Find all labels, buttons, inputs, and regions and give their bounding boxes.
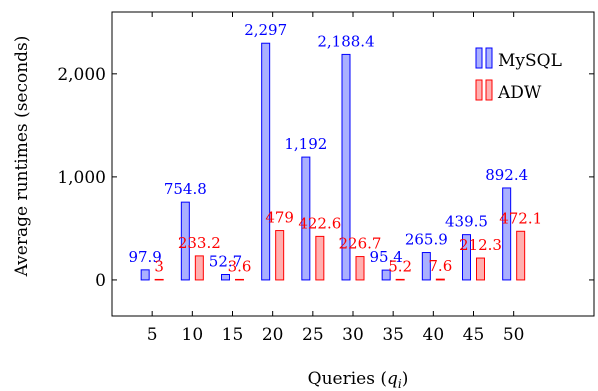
x-axis-title-var: q bbox=[387, 369, 398, 389]
bar-mysql bbox=[341, 53, 351, 281]
x-tick-label: 5 bbox=[147, 325, 158, 345]
bar-adw bbox=[194, 255, 204, 281]
bar-mysql bbox=[261, 42, 271, 281]
y-axis-title: Average runtimes (seconds) bbox=[12, 36, 32, 278]
bar-mysql bbox=[462, 234, 471, 281]
legend-swatch-adw-2 bbox=[485, 79, 493, 101]
legend-label-adw: ADW bbox=[497, 83, 542, 103]
bar-adw bbox=[516, 230, 526, 281]
bar-mysql bbox=[140, 269, 150, 281]
x-tick-label: 40 bbox=[423, 325, 445, 345]
data-label-adw: 422.6 bbox=[298, 214, 341, 232]
x-axis-title-text: Queries ( bbox=[308, 369, 387, 389]
legend-swatch-adw-1 bbox=[475, 79, 483, 101]
data-label-adw: 3 bbox=[154, 257, 164, 275]
bar-adw bbox=[476, 257, 485, 281]
data-label-mysql: 1,192 bbox=[284, 135, 327, 153]
data-label-mysql: 95.4 bbox=[369, 248, 402, 266]
y-tick-label: 1,000 bbox=[57, 168, 106, 188]
bars bbox=[140, 42, 526, 281]
bar-mysql bbox=[180, 201, 190, 281]
data-label-adw: 479 bbox=[265, 209, 294, 227]
bar-adw bbox=[355, 256, 365, 281]
y-tick-label: 0 bbox=[95, 271, 106, 291]
data-label-mysql: 892.4 bbox=[485, 166, 528, 184]
x-tick-label: 45 bbox=[463, 325, 485, 345]
bar-mysql bbox=[221, 274, 230, 281]
bar-adw bbox=[154, 278, 164, 281]
x-tick-label: 10 bbox=[182, 325, 204, 345]
x-tick-label: 15 bbox=[222, 325, 244, 345]
x-axis-title-close: ) bbox=[402, 369, 409, 389]
axes bbox=[111, 11, 595, 317]
x-axis-title-sub: i bbox=[398, 377, 402, 391]
bar-adw bbox=[235, 278, 244, 281]
x-tick-label: 25 bbox=[302, 325, 324, 345]
y-tick-label: 2,000 bbox=[57, 65, 106, 85]
bar-mysql bbox=[421, 252, 431, 281]
x-axis-title: Queries (qi) bbox=[308, 369, 409, 391]
data-label-mysql: 52.7 bbox=[209, 253, 242, 271]
data-label-mysql: 754.8 bbox=[164, 180, 207, 198]
x-tick-label: 30 bbox=[342, 325, 364, 345]
legend-swatch-mysql-2 bbox=[485, 47, 493, 69]
data-labels: 97.9754.852.72,2971,1922,188.495.4265.94… bbox=[128, 21, 542, 275]
data-label-mysql: 439.5 bbox=[445, 213, 488, 231]
x-tick-label: 50 bbox=[503, 325, 525, 345]
bar-adw bbox=[395, 278, 405, 281]
data-label-adw: 7.6 bbox=[428, 257, 452, 275]
x-tick-label: 20 bbox=[262, 325, 284, 345]
data-label-adw: 472.1 bbox=[499, 209, 542, 227]
tick-labels: 0 1,000 2,000 5 10 15 20 25 30 35 40 45 50 bbox=[57, 65, 524, 345]
data-label-mysql: 2,188.4 bbox=[317, 32, 374, 50]
data-label-adw: 233.2 bbox=[178, 234, 221, 252]
bar-mysql bbox=[502, 187, 512, 281]
legend-label-mysql: MySQL bbox=[498, 51, 562, 71]
data-label-mysql: 265.9 bbox=[405, 231, 448, 249]
data-label-adw: 5.2 bbox=[388, 257, 412, 275]
bar-adw bbox=[435, 278, 445, 281]
bar-adw bbox=[275, 230, 285, 281]
data-label-adw: 3.6 bbox=[228, 257, 252, 275]
data-label-mysql: 2,297 bbox=[244, 21, 287, 39]
x-tick-label: 35 bbox=[382, 325, 404, 345]
bar-mysql bbox=[301, 156, 311, 281]
data-label-adw: 226.7 bbox=[339, 235, 382, 253]
data-label-adw: 212.3 bbox=[459, 236, 502, 254]
bar-adw bbox=[315, 235, 325, 281]
legend: MySQL ADW bbox=[470, 40, 582, 108]
data-label-mysql: 97.9 bbox=[128, 248, 161, 266]
legend-swatch-mysql-1 bbox=[475, 47, 483, 69]
bar-mysql bbox=[381, 269, 391, 281]
